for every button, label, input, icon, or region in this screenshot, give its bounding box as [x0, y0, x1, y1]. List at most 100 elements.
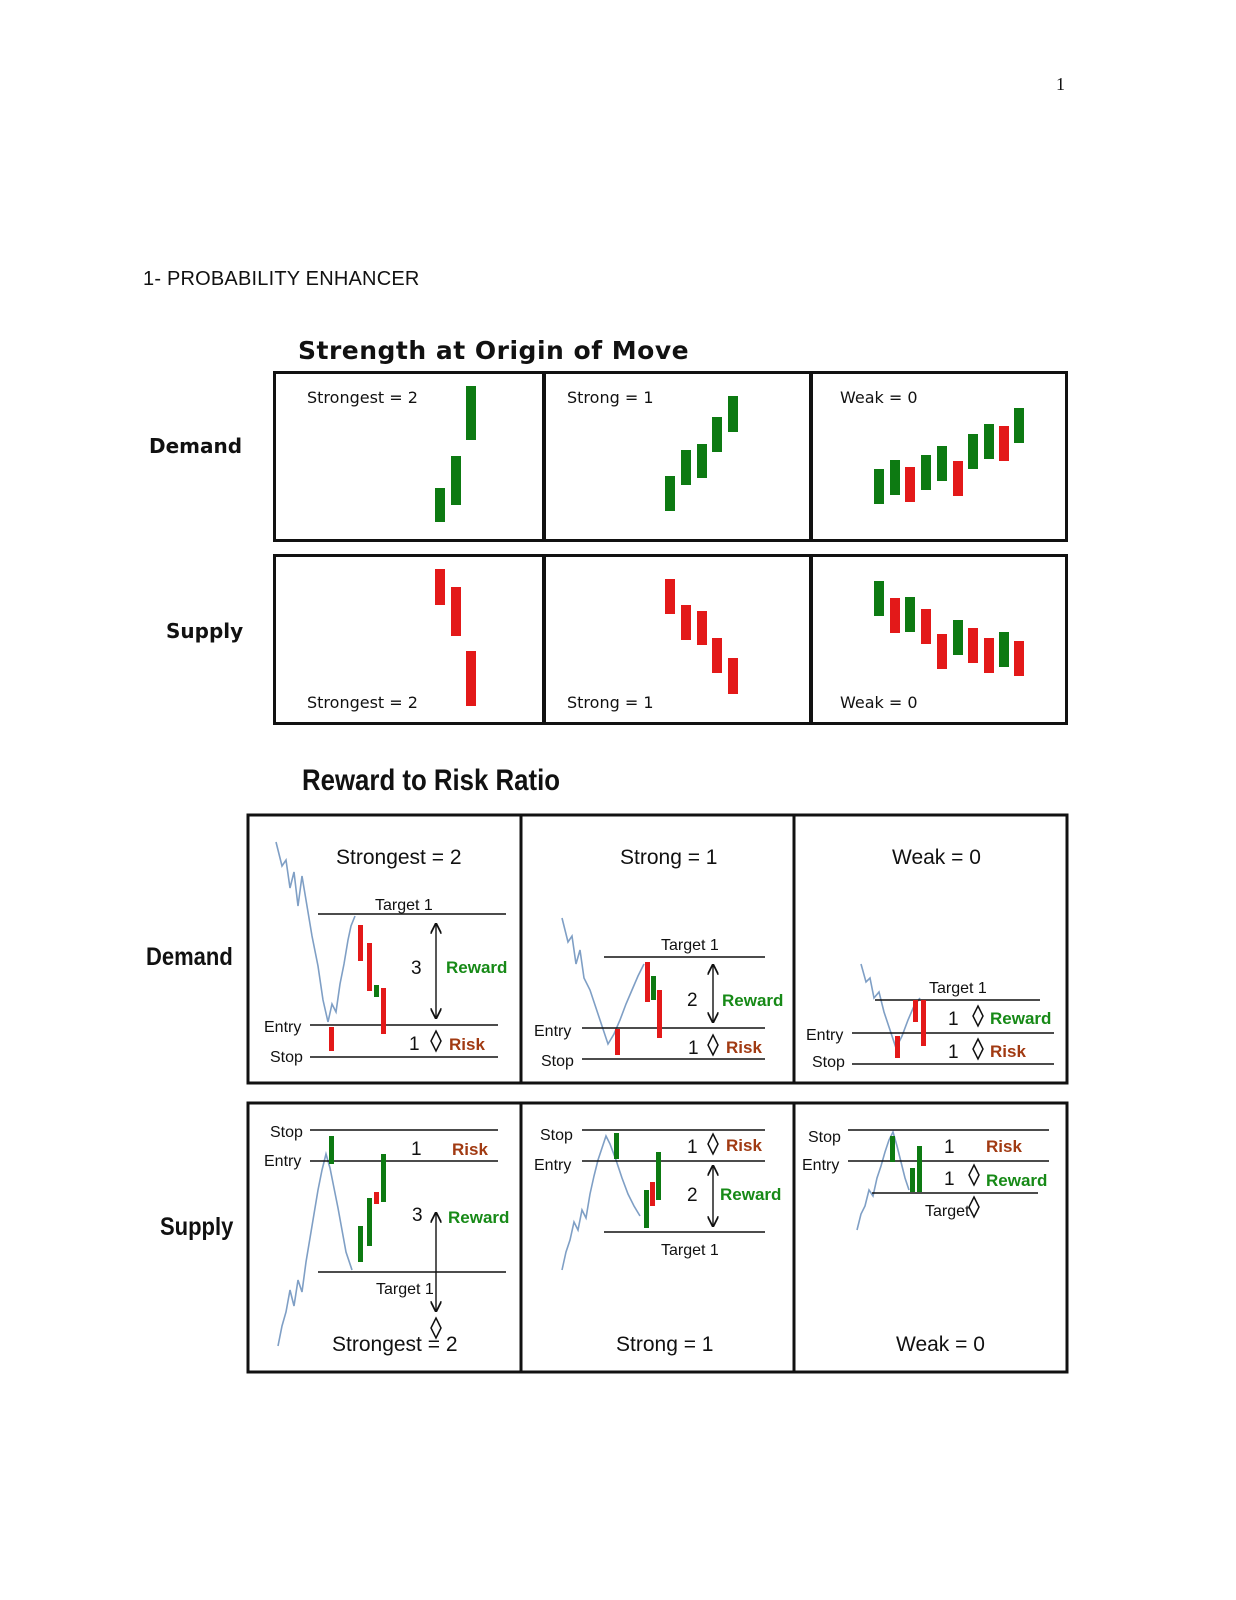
reward-label: Reward	[446, 958, 507, 977]
risk-ratio-value: 1	[411, 1139, 422, 1160]
risk-ratio-value: 1	[409, 1034, 420, 1055]
stop-label: Stop	[808, 1129, 841, 1146]
bullish-candle	[728, 396, 738, 432]
risk-label: Risk	[726, 1038, 762, 1057]
rr-supply-strong-panel: Strong = 1 Stop Entry Target 1 1 Risk 2 …	[534, 1127, 781, 1356]
bearish-candle	[921, 1000, 926, 1046]
risk-ratio-value: 1	[948, 1042, 959, 1063]
entry-label: Entry	[806, 1027, 843, 1044]
strength-supply-weak-cell: Weak = 0	[810, 554, 1068, 725]
price-line	[275, 841, 356, 1023]
entry-label: Entry	[264, 1153, 301, 1170]
bearish-candle	[1014, 641, 1024, 676]
risk-marker	[707, 1033, 719, 1057]
bullish-candle	[435, 488, 445, 522]
price-line	[561, 917, 645, 1046]
entry-label: Entry	[534, 1023, 571, 1040]
rr-demand-weak-panel: Weak = 0 Target 1 Entry Stop 1 Reward 1 …	[806, 846, 1054, 1071]
figure2-row-label-demand: Demand	[146, 943, 233, 971]
target-marker	[968, 1195, 980, 1219]
bearish-candle	[913, 1000, 918, 1022]
reward-label: Reward	[448, 1208, 509, 1227]
reward-label: Reward	[990, 1009, 1051, 1028]
entry-label: Entry	[534, 1157, 571, 1174]
bullish-candle	[329, 1136, 334, 1164]
bullish-candle	[466, 386, 476, 440]
reward-marker	[968, 1163, 980, 1187]
stop-label: Stop	[812, 1054, 845, 1071]
cell-label: Strong = 1	[620, 846, 717, 869]
stop-label: Stop	[540, 1127, 573, 1144]
rr-demand-strong-panel: Strong = 1 Target 1 Entry Stop 2 Reward …	[534, 846, 783, 1070]
bearish-candle	[615, 1029, 620, 1055]
target-label: Target 1	[661, 937, 719, 954]
bullish-candle	[697, 444, 707, 478]
page-number: 1	[1056, 74, 1065, 94]
bullish-candle	[681, 450, 691, 485]
section-heading: 1- PROBABILITY ENHANCER	[143, 268, 420, 290]
bullish-candle	[917, 1146, 922, 1192]
reward-ratio-value: 1	[948, 1009, 959, 1030]
bullish-candle	[614, 1133, 619, 1159]
risk-marker	[430, 1029, 442, 1053]
bullish-candle	[656, 1152, 661, 1200]
figure1-row-label-supply: Supply	[166, 619, 244, 643]
bullish-candle	[367, 1198, 372, 1246]
bullish-candle	[937, 446, 947, 481]
risk-ratio-value: 1	[688, 1038, 699, 1059]
bullish-candle	[451, 456, 461, 505]
bullish-candle	[910, 1168, 915, 1192]
rr-supply-weak-panel: Weak = 0 Stop Entry Target 1 Risk 1 Rewa…	[802, 1129, 1049, 1356]
bullish-candle	[905, 597, 915, 632]
entry-label: Entry	[264, 1019, 301, 1036]
reward-ratio-value: 2	[687, 990, 698, 1011]
bullish-candle	[874, 469, 884, 504]
target-label: Target	[925, 1203, 970, 1220]
bullish-candle	[381, 1154, 386, 1202]
risk-marker	[707, 1132, 719, 1156]
bearish-candle	[329, 1027, 334, 1051]
bearish-candle	[657, 990, 662, 1038]
cell-label: Strong = 1	[567, 388, 654, 407]
bearish-candle	[381, 988, 386, 1034]
bearish-candle	[645, 962, 650, 1002]
risk-label: Risk	[986, 1137, 1022, 1156]
bearish-candle	[697, 611, 707, 645]
figure-reward-risk-title: Reward to Risk Ratio	[302, 764, 561, 797]
bearish-candle	[921, 609, 931, 644]
cell-label: Weak = 0	[892, 846, 981, 869]
entry-label: Entry	[802, 1157, 839, 1174]
stop-label: Stop	[270, 1124, 303, 1141]
bullish-candle	[874, 581, 884, 616]
cell-label: Weak = 0	[840, 388, 918, 407]
bullish-candle	[1014, 408, 1024, 443]
reward-ratio-value: 2	[687, 1185, 698, 1206]
target-label: Target 1	[375, 897, 433, 914]
bullish-candle	[984, 424, 994, 459]
bullish-candle	[644, 1190, 649, 1228]
bearish-candle	[665, 579, 675, 614]
cell-label: Strongest = 2	[307, 693, 418, 712]
bullish-candle	[968, 434, 978, 469]
bearish-candle	[681, 605, 691, 640]
cell-label: Strong = 1	[616, 1333, 713, 1356]
reward-label: Reward	[722, 991, 783, 1010]
reward-ratio-value: 3	[411, 958, 422, 979]
bullish-candle	[665, 476, 675, 511]
bullish-candle	[651, 976, 656, 1000]
bullish-candle	[890, 1136, 895, 1162]
bearish-candle	[712, 638, 722, 673]
bullish-candle	[712, 417, 722, 452]
bearish-candle	[937, 634, 947, 669]
bearish-candle	[728, 658, 738, 694]
target-label: Target 1	[929, 980, 987, 997]
bullish-candle	[358, 1226, 363, 1262]
bearish-candle	[650, 1182, 655, 1206]
target-label: Target 1	[661, 1242, 719, 1259]
figure-strength-title: Strength at Origin of Move	[298, 336, 690, 365]
reward-label: Reward	[986, 1171, 1047, 1190]
cell-label: Strongest = 2	[336, 846, 462, 869]
bearish-candle	[466, 651, 476, 706]
risk-label: Risk	[726, 1136, 762, 1155]
